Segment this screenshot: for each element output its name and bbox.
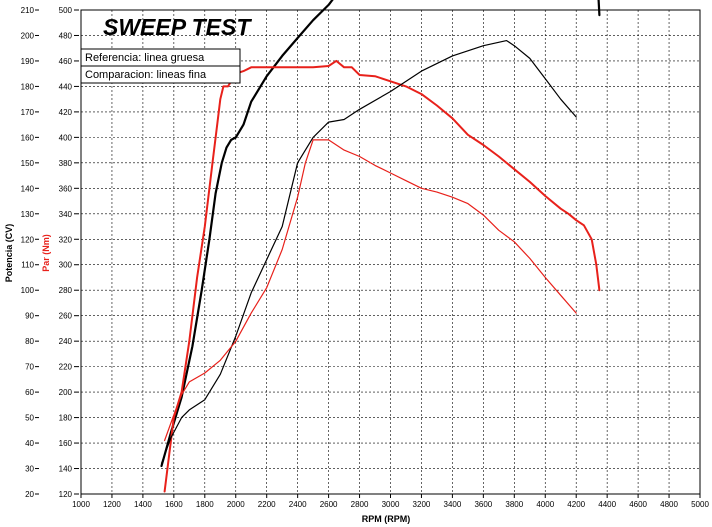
power-tick-label: 170 (21, 108, 35, 117)
series-line-referencia-potencia (160, 0, 601, 468)
rpm-axis: 1000 1200 1400 1600 1800 2000 2200 2400 2600 2800… (72, 494, 709, 509)
rpm-tick-label: 4600 (629, 500, 647, 509)
rpm-tick-label: 5000 (691, 500, 709, 509)
power-tick-label: 40 (25, 439, 34, 448)
torque-tick-label: 260 (59, 312, 73, 321)
torque-tick-label: 160 (59, 439, 73, 448)
rpm-tick-label: 1800 (196, 500, 214, 509)
rpm-tick-label: 4400 (598, 500, 616, 509)
power-tick-label: 180 (21, 82, 35, 91)
power-tick-label: 130 (21, 210, 35, 219)
power-tick-label: 160 (21, 133, 35, 142)
series-line-referencia-par (163, 59, 601, 493)
legend: Referencia: linea gruesa Comparacion: li… (80, 48, 241, 84)
torque-tick-label: 380 (59, 159, 73, 168)
torque-tick-label: 500 (59, 6, 73, 15)
torque-tick-label: 400 (59, 133, 73, 142)
series-line-comparacion-par (164, 139, 577, 442)
torque-tick-label: 440 (59, 82, 73, 91)
legend-reference: Referencia: linea gruesa (85, 52, 205, 64)
power-tick-label: 140 (21, 184, 35, 193)
rpm-tick-label: 3200 (413, 500, 431, 509)
power-tick-label: 190 (21, 57, 35, 66)
rpm-tick-label: 1200 (103, 500, 121, 509)
torque-tick-label: 280 (59, 286, 73, 295)
torque-axis: 120 140 160 180 200 220 240 260 280 300 320 340 360 3… (59, 6, 79, 499)
torque-tick-label: 220 (59, 363, 73, 372)
torque-tick-label: 300 (59, 261, 73, 270)
rpm-tick-label: 3600 (474, 500, 492, 509)
rpm-tick-label: 1000 (72, 500, 90, 509)
torque-tick-label: 360 (59, 184, 73, 193)
rpm-tick-label: 3000 (382, 500, 400, 509)
power-tick-label: 150 (21, 159, 35, 168)
torque-tick-label: 120 (59, 490, 73, 499)
torque-tick-label: 240 (59, 337, 73, 346)
rpm-tick-label: 2800 (351, 500, 369, 509)
rpm-tick-label: 2000 (227, 500, 245, 509)
torque-tick-label: 340 (59, 210, 73, 219)
rpm-tick-label: 2600 (320, 500, 338, 509)
series-layer (160, 0, 601, 493)
rpm-tick-label: 3400 (444, 500, 462, 509)
rpm-tick-label: 3800 (505, 500, 523, 509)
torque-tick-label: 180 (59, 414, 73, 423)
power-tick-label: 60 (25, 388, 34, 397)
power-tick-label: 50 (25, 414, 34, 423)
torque-tick-label: 200 (59, 388, 73, 397)
rpm-tick-label: 1400 (134, 500, 152, 509)
power-tick-label: 110 (21, 261, 34, 270)
legend-box-comparison (80, 65, 241, 84)
rpm-tick-label: 4800 (660, 500, 678, 509)
torque-tick-label: 480 (59, 31, 73, 40)
grid (80, 9, 701, 495)
rpm-axis-title: RPM (RPM) (362, 514, 411, 524)
rpm-tick-label: 1600 (165, 500, 183, 509)
rpm-tick-label: 4000 (536, 500, 554, 509)
power-tick-label: 200 (21, 31, 35, 40)
power-tick-label: 70 (25, 363, 34, 372)
rpm-tick-label: 4200 (567, 500, 585, 509)
power-tick-label: 20 (25, 490, 34, 499)
legend-comparison: Comparacion: lineas fina (85, 69, 207, 81)
power-tick-label: 210 (21, 6, 35, 15)
torque-axis-title: Par (Nm) (41, 234, 51, 272)
power-tick-label: 80 (25, 337, 34, 346)
rpm-tick-label: 2200 (258, 500, 276, 509)
torque-tick-label: 140 (59, 465, 73, 474)
series-line-comparacion-potencia (160, 39, 577, 464)
torque-tick-label: 460 (59, 57, 73, 66)
power-tick-label: 120 (21, 235, 35, 244)
power-axis-title: Potencia (CV) (4, 224, 14, 283)
torque-tick-label: 320 (59, 235, 73, 244)
power-tick-label: 30 (25, 465, 34, 474)
power-axis: 20 30 40 50 60 70 80 90 100 110 120 130 140 150 160 170… (21, 6, 39, 499)
power-tick-label: 100 (21, 286, 35, 295)
torque-tick-label: 420 (59, 108, 73, 117)
rpm-tick-label: 2400 (289, 500, 307, 509)
power-tick-label: 90 (25, 312, 34, 321)
chart-title: SWEEP TEST (103, 14, 252, 40)
